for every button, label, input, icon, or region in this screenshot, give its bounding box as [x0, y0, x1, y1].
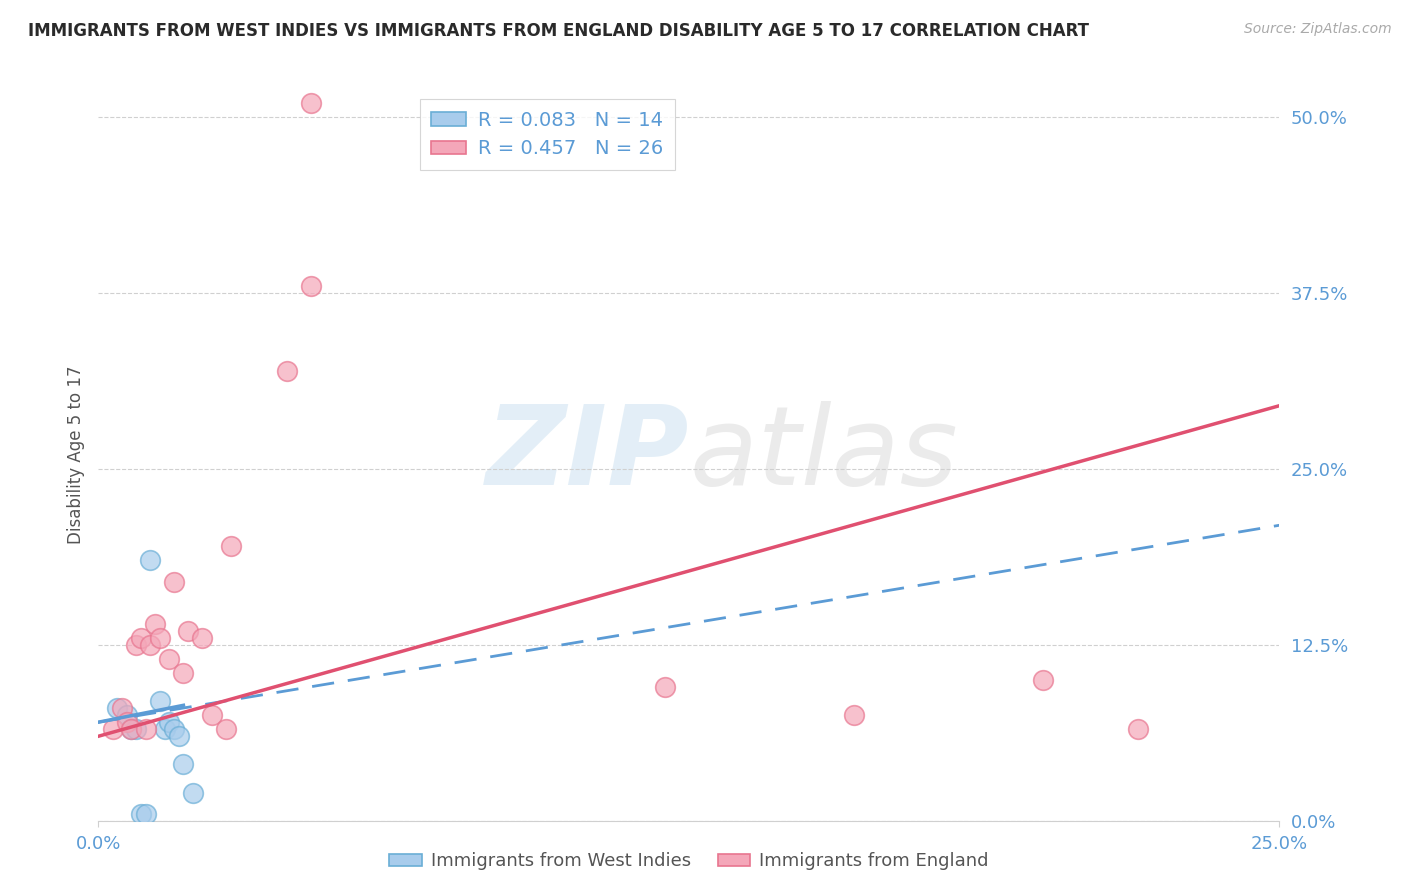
Point: [125, 723, 148, 737]
Point: [163, 574, 186, 589]
Point: [153, 723, 176, 737]
Text: ZIP: ZIP: [485, 401, 689, 508]
Point: [121, 723, 143, 737]
Point: [172, 665, 194, 680]
Text: IMMIGRANTS FROM WEST INDIES VS IMMIGRANTS FROM ENGLAND DISABILITY AGE 5 TO 17 CO: IMMIGRANTS FROM WEST INDIES VS IMMIGRANT…: [28, 22, 1090, 40]
Point: [299, 96, 322, 111]
Point: [172, 757, 194, 772]
Point: [115, 708, 138, 723]
Point: [201, 708, 224, 723]
Point: [139, 553, 162, 567]
Point: [105, 701, 128, 715]
Text: Source: ZipAtlas.com: Source: ZipAtlas.com: [1244, 22, 1392, 37]
Point: [115, 715, 138, 730]
Point: [299, 279, 322, 293]
Point: [177, 624, 200, 638]
Point: [1032, 673, 1054, 687]
Point: [1126, 723, 1149, 737]
Point: [181, 785, 204, 799]
Point: [219, 539, 242, 553]
Point: [121, 723, 143, 737]
Point: [111, 701, 134, 715]
Point: [101, 723, 124, 737]
Point: [125, 638, 148, 652]
Point: [844, 708, 866, 723]
Point: [157, 652, 180, 666]
Point: [129, 806, 152, 821]
Point: [143, 616, 166, 631]
Point: [135, 723, 157, 737]
Point: [129, 631, 152, 645]
Point: [654, 680, 676, 694]
Y-axis label: Disability Age 5 to 17: Disability Age 5 to 17: [66, 366, 84, 544]
Legend: Immigrants from West Indies, Immigrants from England: Immigrants from West Indies, Immigrants …: [382, 845, 995, 878]
Point: [215, 723, 238, 737]
Point: [191, 631, 214, 645]
Text: atlas: atlas: [689, 401, 957, 508]
Point: [157, 715, 180, 730]
Point: [139, 638, 162, 652]
Point: [149, 694, 172, 708]
Point: [135, 806, 157, 821]
Point: [276, 363, 298, 377]
Point: [167, 729, 190, 743]
Point: [163, 723, 186, 737]
Point: [149, 631, 172, 645]
